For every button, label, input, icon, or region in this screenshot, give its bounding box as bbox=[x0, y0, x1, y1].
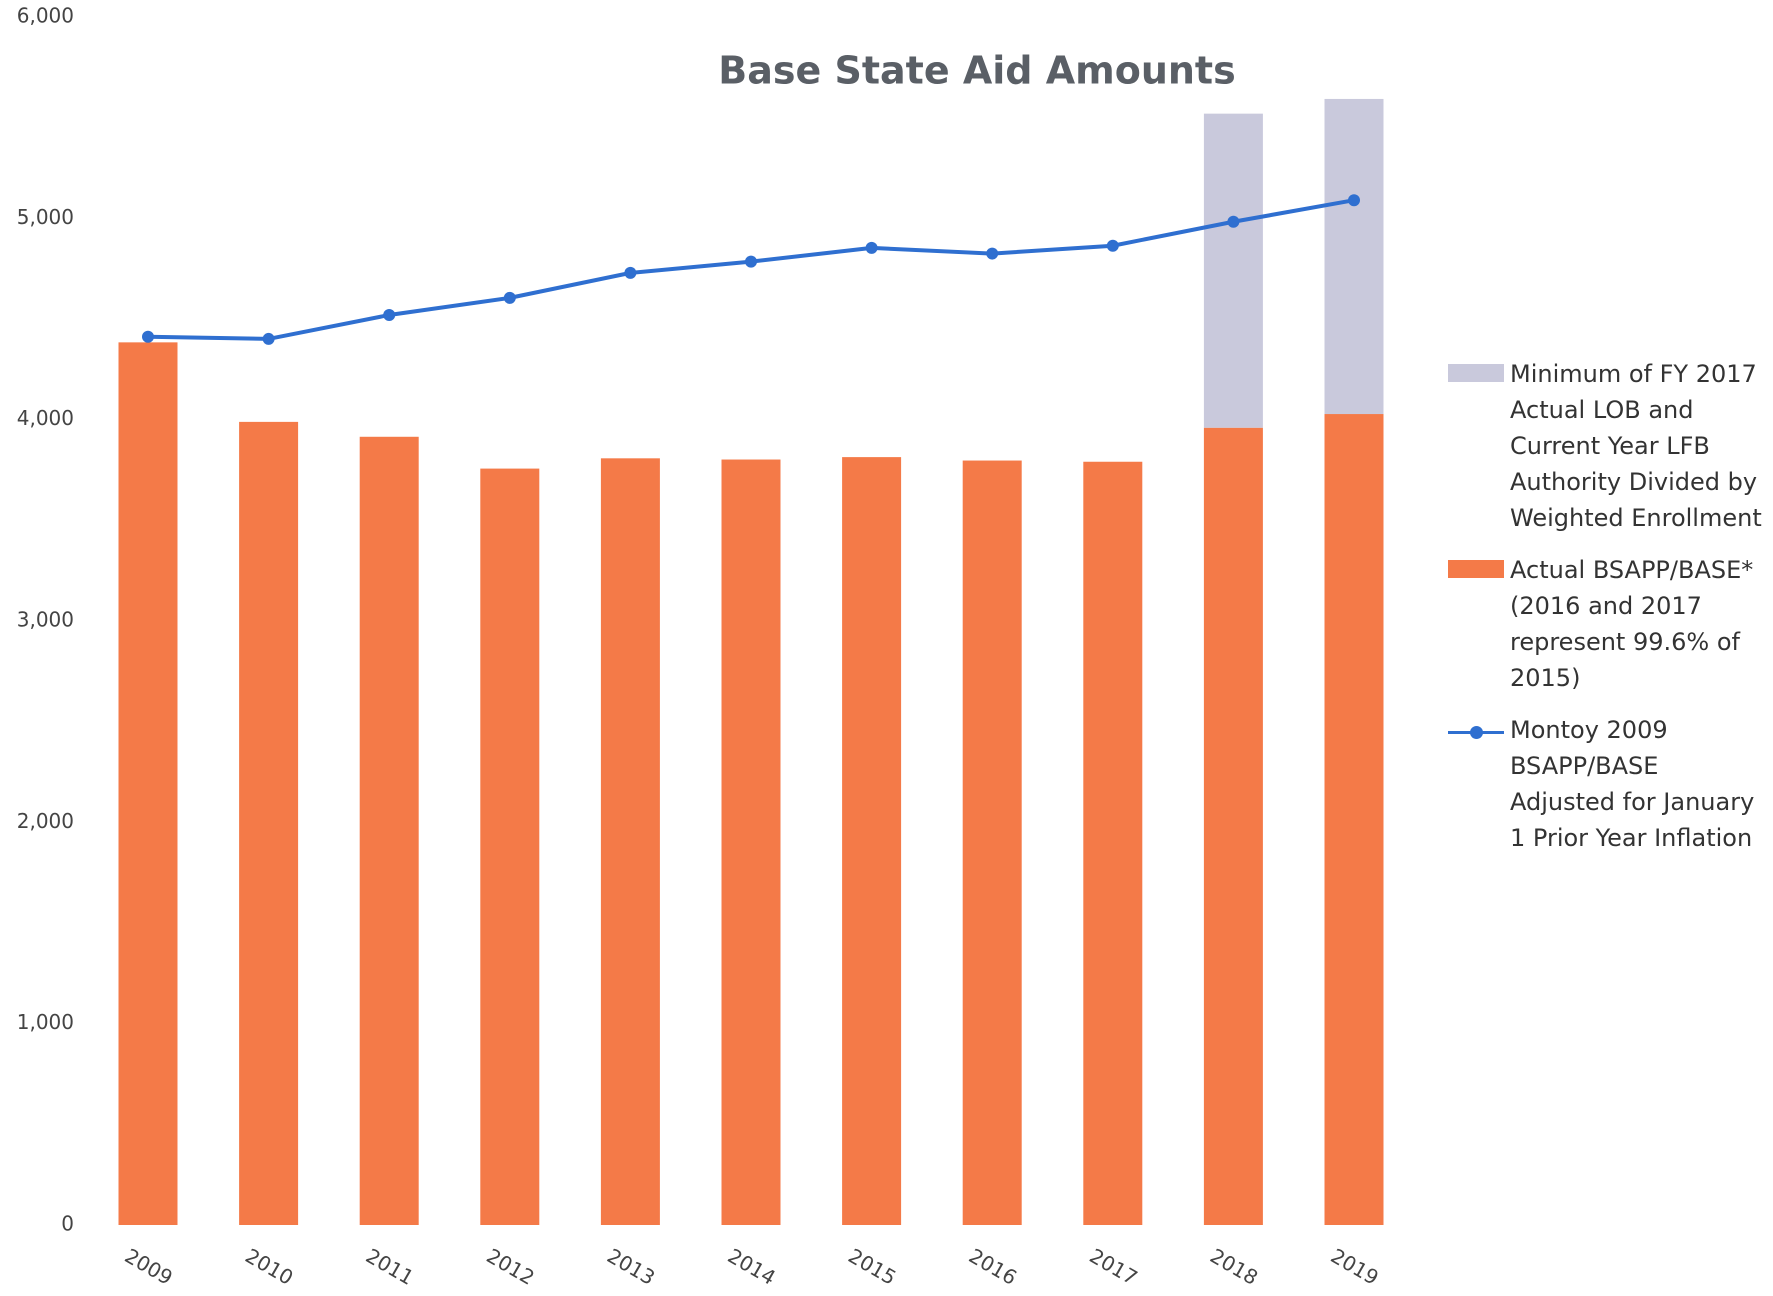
legend-entry: Actual BSAPP/BASE* (2016 and 2017 repres… bbox=[1448, 556, 1768, 696]
bar bbox=[1203, 113, 1263, 428]
line-point bbox=[262, 332, 275, 345]
x-tick-label: 2018 bbox=[1206, 1244, 1262, 1290]
bar bbox=[359, 436, 419, 1225]
line bbox=[147, 198, 1355, 341]
line-point bbox=[1106, 239, 1119, 252]
y-tick-label: 6,000 bbox=[17, 4, 74, 28]
bar bbox=[962, 460, 1022, 1225]
legend-label: Minimum of FY 2017 Actual LOB and Curren… bbox=[1510, 360, 1762, 532]
legend-label: Montoy 2009 BSAPP/BASE Adjusted for Janu… bbox=[1510, 716, 1755, 852]
y-tick-label: 1,000 bbox=[17, 1010, 74, 1034]
bar bbox=[600, 458, 660, 1226]
x-tick-label: 2017 bbox=[1086, 1244, 1142, 1290]
line-point bbox=[865, 241, 878, 254]
bar bbox=[118, 342, 178, 1225]
legend-swatch bbox=[1448, 720, 1504, 744]
legend-label: Actual BSAPP/BASE* (2016 and 2017 repres… bbox=[1510, 556, 1754, 692]
y-tick-label: 4,000 bbox=[17, 406, 74, 430]
line-point bbox=[142, 330, 154, 343]
line-point bbox=[624, 266, 637, 279]
x-tick-label: 2009 bbox=[121, 1244, 177, 1290]
x-tick-label: 2012 bbox=[483, 1244, 539, 1290]
line-point bbox=[383, 308, 396, 321]
bar bbox=[1203, 427, 1263, 1226]
line-point bbox=[986, 247, 999, 260]
line-point bbox=[745, 255, 757, 268]
bar bbox=[1324, 414, 1384, 1226]
legend-entry: Minimum of FY 2017 Actual LOB and Curren… bbox=[1448, 360, 1768, 536]
y-tick-label: 5,000 bbox=[17, 205, 74, 229]
x-tick-label: 2014 bbox=[724, 1244, 780, 1290]
x-tick-label: 2019 bbox=[1327, 1244, 1383, 1290]
bar bbox=[721, 459, 781, 1226]
line-point bbox=[1227, 215, 1240, 228]
chart-title: Base State Aid Amounts bbox=[718, 49, 1235, 93]
y-tick-label: 3,000 bbox=[17, 608, 74, 632]
x-tick-label: 2011 bbox=[362, 1244, 418, 1290]
legend: Minimum of FY 2017 Actual LOB and Curren… bbox=[1448, 360, 1768, 878]
bar bbox=[842, 457, 902, 1226]
line-point bbox=[503, 291, 516, 304]
legend-swatch bbox=[1448, 364, 1504, 382]
bar bbox=[1324, 98, 1384, 415]
legend-entry: Montoy 2009 BSAPP/BASE Adjusted for Janu… bbox=[1448, 716, 1768, 856]
y-tick-label: 0 bbox=[61, 1212, 74, 1236]
y-tick-label: 2,000 bbox=[17, 809, 74, 833]
x-tick-label: 2015 bbox=[844, 1244, 900, 1290]
bar bbox=[480, 468, 540, 1225]
x-tick-label: 2010 bbox=[241, 1244, 297, 1290]
bar bbox=[1083, 461, 1143, 1225]
bar bbox=[239, 421, 299, 1225]
line-point bbox=[1348, 194, 1360, 207]
legend-swatch bbox=[1448, 560, 1504, 578]
x-tick-label: 2016 bbox=[965, 1244, 1021, 1290]
x-tick-label: 2013 bbox=[603, 1244, 659, 1290]
